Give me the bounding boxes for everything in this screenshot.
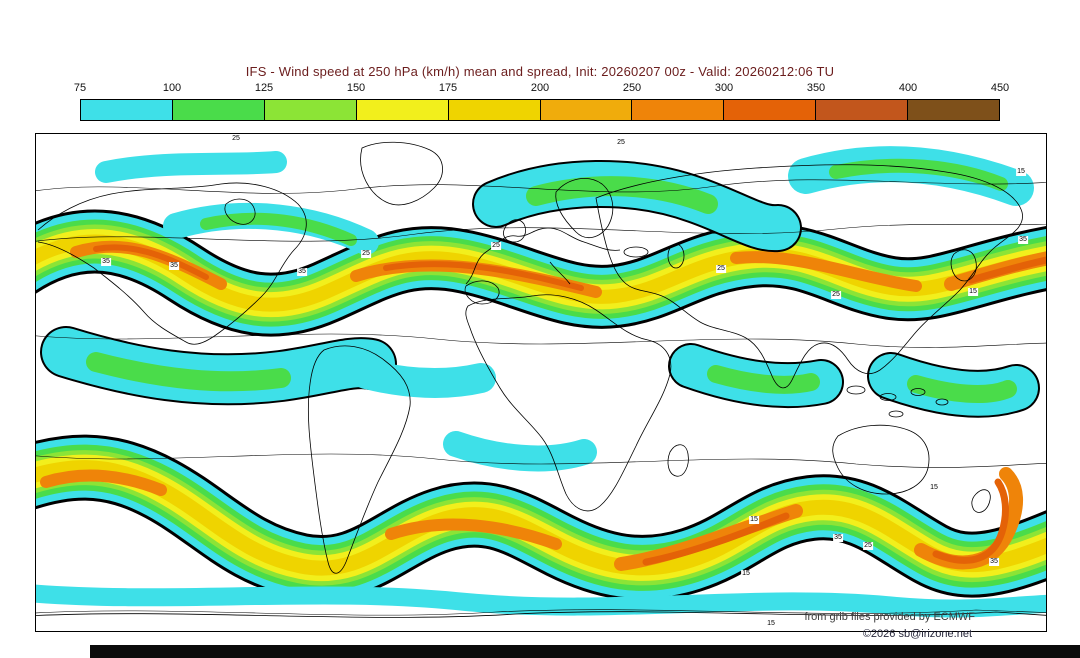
bottom-bar <box>90 645 1080 658</box>
colorbar-tick: 75 <box>73 82 87 94</box>
spread-contour-label: 15 <box>968 288 978 296</box>
colorbar-tick: 400 <box>898 82 918 94</box>
colorbar <box>80 99 1000 121</box>
colorbar-segment-1 <box>172 100 265 120</box>
colorbar-tick: 450 <box>990 82 1010 94</box>
colorbar-tick: 175 <box>438 82 458 94</box>
spread-contour-label: 25 <box>491 242 501 250</box>
colorbar-tick: 250 <box>622 82 642 94</box>
colorbar-segment-9 <box>908 100 1000 120</box>
spread-contour-label: 35 <box>989 558 999 566</box>
colorbar-segment-3 <box>356 100 449 120</box>
sh-jet-stream-band <box>36 468 1046 569</box>
colorbar-tick: 300 <box>714 82 734 94</box>
colorbar-segment-7 <box>724 100 817 120</box>
colorbar-segment-0 <box>81 100 173 120</box>
spread-contour-label: 35 <box>297 268 307 276</box>
spread-contour-label: 35 <box>833 534 843 542</box>
colorbar-wrap: 75 100 125 150 175 200 250 300 350 400 450 <box>74 82 1009 124</box>
spread-contour-label: 25 <box>716 265 726 273</box>
spread-contour-label: 25 <box>231 135 241 143</box>
spread-contour-label: 15 <box>741 570 751 578</box>
colorbar-tick: 150 <box>346 82 366 94</box>
spread-contour-label: 15 <box>1016 168 1026 176</box>
spread-contour-label: 25 <box>616 139 626 147</box>
colorbar-segment-6 <box>632 100 725 120</box>
spread-contour-label: 35 <box>169 262 179 270</box>
spread-contour-label: 15 <box>929 484 939 492</box>
spread-contour-label: 35 <box>1018 236 1028 244</box>
colorbar-segment-2 <box>264 100 357 120</box>
colorbar-tick: 100 <box>162 82 182 94</box>
spread-contour-label: 35 <box>101 258 111 266</box>
colorbar-ticks: 75 100 125 150 175 200 250 300 350 400 450 <box>74 82 1009 97</box>
colorbar-segment-4 <box>448 100 541 120</box>
page-title: IFS - Wind speed at 250 hPa (km/h) mean … <box>245 64 835 79</box>
spread-contour-label: 15 <box>749 516 759 524</box>
colorbar-tick: 200 <box>530 82 550 94</box>
spread-contour-label: 25 <box>361 250 371 258</box>
spread-contour-label: 15 <box>766 620 776 628</box>
coastlines <box>36 141 1046 618</box>
spread-contour-label: 25 <box>831 291 841 299</box>
colorbar-tick: 350 <box>806 82 826 94</box>
attribution-copyright: ©2026 sb@irizone.net <box>862 628 972 640</box>
nh-jet-stream-band <box>36 202 1046 305</box>
colorbar-segment-5 <box>540 100 633 120</box>
attribution-ecmwf: from grib files provided by ECMWF <box>804 611 975 623</box>
spread-contour-label: 25 <box>863 542 873 550</box>
colorbar-segment-8 <box>816 100 909 120</box>
weather-map: 25 25 15 35 35 35 25 25 25 25 15 35 15 35 25 15 35 15 15 <box>35 133 1047 632</box>
map-svg <box>36 134 1046 631</box>
spread-contours <box>36 179 1046 616</box>
colorbar-tick: 125 <box>254 82 274 94</box>
